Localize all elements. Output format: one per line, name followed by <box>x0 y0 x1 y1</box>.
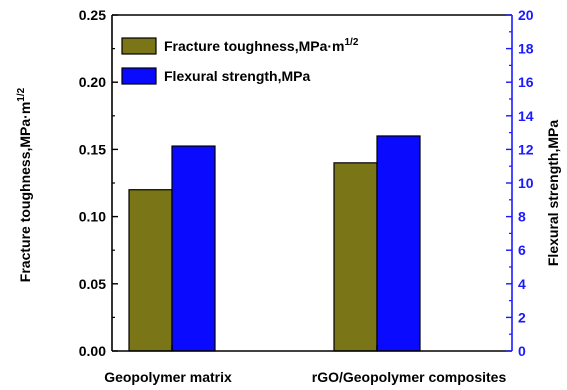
legend-swatch-fracture-toughness <box>121 37 157 55</box>
right-tick-label: 6 <box>518 242 526 258</box>
left-tick-label: 0.05 <box>79 276 106 292</box>
right-tick-label: 20 <box>518 7 534 23</box>
right-tick-label: 4 <box>518 276 526 292</box>
x-category-label: Geopolymer matrix <box>104 369 232 385</box>
left-tick-label: 0.20 <box>79 74 106 90</box>
right-axis-title: Flexural strength,MPa <box>545 120 561 266</box>
x-category-label: rGO/Geopolymer composites <box>312 369 507 385</box>
right-tick-label: 0 <box>518 343 526 359</box>
right-tick-label: 2 <box>518 309 526 325</box>
left-axis-title: Fracture toughness,MPa·m1/2 <box>16 87 33 282</box>
legend-swatch-flexural-strength <box>121 67 157 85</box>
right-tick-label: 16 <box>518 74 534 90</box>
right-tick-label: 8 <box>518 209 526 225</box>
legend-label-fracture-toughness: Fracture toughness,MPa·m1/2 <box>164 37 359 54</box>
bar-flexural-strength-0 <box>171 145 216 352</box>
right-tick-label: 12 <box>518 141 534 157</box>
right-tick-label: 18 <box>518 41 534 57</box>
left-tick-label: 0.15 <box>79 141 106 157</box>
legend-label-flexural-strength: Flexural strength,MPa <box>164 68 310 84</box>
bar-fracture-toughness-0 <box>128 189 173 352</box>
bar-flexural-strength-1 <box>376 135 421 352</box>
left-tick-label: 0.10 <box>79 209 106 225</box>
left-tick-label: 0.25 <box>79 7 106 23</box>
left-tick-label: 0.00 <box>79 343 106 359</box>
bar-fracture-toughness-1 <box>333 162 378 352</box>
right-tick-label: 14 <box>518 108 534 124</box>
right-tick-label: 10 <box>518 175 534 191</box>
plot-area: 0.00 0.05 0.10 0.15 0.20 0.25 0 2 4 6 8 10 12 14 16 18 2… <box>16 7 561 385</box>
